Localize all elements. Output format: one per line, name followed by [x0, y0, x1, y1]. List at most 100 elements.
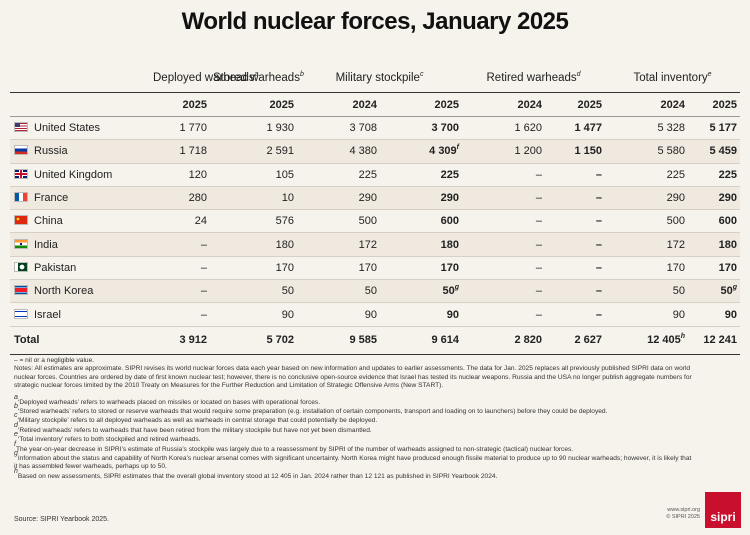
value-cell: – [545, 163, 606, 187]
country-row: India –180 172 180– –172 180 [10, 232, 741, 257]
value-cell: 3 708 [297, 116, 380, 141]
source: Source: SIPRI Yearbook 2025. [14, 516, 109, 523]
value-cell: 12 241 [688, 325, 741, 355]
value-cell: 90 [297, 302, 380, 327]
value-cell: 170 [688, 256, 741, 281]
country-row: Pakistan –170 170 170– –170 170 [10, 256, 741, 281]
country-cell: France [10, 186, 150, 211]
flag [14, 308, 28, 319]
value-cell: 500 [297, 209, 380, 234]
group-header: Stored warheadsb [210, 64, 304, 93]
value-cell: 225 [380, 163, 463, 187]
value-cell: 4 309f [380, 139, 463, 164]
nuclear-forces-table: Deployed warheadsa Stored warheadsb Milita… [10, 64, 741, 355]
value-cell: – [462, 256, 546, 281]
footnote-mark: b [14, 403, 18, 411]
footnote-ref: f [456, 144, 460, 152]
corner [10, 92, 150, 117]
value-cell: 9 614 [380, 325, 463, 355]
flag [14, 215, 28, 226]
value-cell: – [545, 232, 606, 257]
country-name: United States [34, 122, 101, 135]
value-cell: 576 [210, 209, 297, 234]
value-cell: 225 [688, 163, 741, 187]
footnote: d‘Retired warheads’ refers to warheads t… [14, 422, 694, 435]
value-cell: 3 912 [150, 325, 210, 355]
footnote: fThe year-on-year decrease in SIPRI’s es… [14, 441, 694, 454]
country-name: United Kingdom [34, 168, 113, 181]
country-row: China 24 576 500 600– –500 600 [10, 209, 741, 234]
value-cell: 170 [605, 256, 689, 281]
value-cell: 2 820 [462, 325, 546, 355]
footnote-ref: h [680, 333, 686, 341]
country-name: Russia [34, 145, 68, 158]
footnote-mark: f [14, 440, 16, 448]
title: World nuclear forces, January 2025 [181, 8, 569, 35]
value-cell: 290 [688, 186, 741, 211]
footnote-mark: a [14, 393, 18, 401]
footnote-text: Based on new assessments, SIPRI estimate… [17, 472, 498, 480]
value-cell: 225 [297, 163, 380, 187]
group-header: Total inventorye [605, 64, 741, 93]
country-cell: Israel [10, 302, 150, 327]
country-row: United States 1 770 1 930 3 708 3 700 1 620 1 … [10, 116, 741, 141]
group-label: Military stockpile [335, 72, 420, 84]
footnote-text: ‘Retired warheads’ refers to warheads th… [17, 426, 372, 434]
footnote: c‘Military stockpile’ refers to all depl… [14, 412, 694, 425]
footnote: hBased on new assessments, SIPRI estimat… [14, 468, 694, 481]
value-cell: – [462, 302, 546, 327]
value-cell: – [462, 232, 546, 257]
footnote-ref: g [454, 284, 460, 292]
value-cell: 500 [605, 209, 689, 234]
flag [14, 168, 28, 179]
footnote-ref: b [299, 71, 304, 78]
value-cell: 50 [605, 279, 689, 304]
group-header: Military stockpilec [297, 64, 463, 93]
value-cell: 90 [688, 302, 741, 327]
value-cell: 50 [297, 279, 380, 304]
footnote-ref: e [707, 71, 712, 78]
value-cell: 50 [210, 279, 297, 304]
flag [14, 145, 28, 156]
group-header: Deployed warheadsa [150, 64, 259, 93]
country-name: India [34, 238, 58, 251]
total-label: Total [10, 325, 150, 355]
value-cell: 5 328 [605, 116, 689, 141]
value-cell: 5 459 [688, 139, 741, 164]
footnote-mark: h [14, 467, 18, 475]
logo: sipri [705, 492, 741, 528]
value-cell: 10 [210, 186, 297, 211]
corner [10, 64, 150, 93]
value-cell: 5 177 [688, 116, 741, 141]
country-row: Russia 1 718 2 591 4 380 4 309f 1 200 1 150 5 5… [10, 139, 741, 164]
value-cell: 290 [297, 186, 380, 211]
value-cell: – [545, 186, 606, 211]
footnote-text: ‘Military stockpile’ refers to all deplo… [17, 417, 378, 425]
footnote-text: ‘Stored warheads’ refers to stored or re… [17, 408, 608, 416]
value-cell: 170 [297, 256, 380, 281]
value: 12 405 [647, 334, 681, 347]
country-row: North Korea –50 50 50g – –50 50g [10, 279, 741, 304]
country-name: North Korea [34, 285, 94, 298]
value-cell: 24 [150, 209, 210, 234]
value-cell: – [545, 279, 606, 304]
year-header: 2025 [688, 92, 741, 117]
year-header: 2025 [210, 92, 297, 117]
footnote-text: ‘Total inventory’ refers to both stockpi… [17, 436, 201, 444]
value-cell: 1 718 [150, 139, 210, 164]
value-cell: 1 150 [545, 139, 606, 164]
footnote-ref: c [419, 71, 424, 78]
group-header-row: Deployed warheadsa Stored warheadsb Milita… [10, 64, 741, 93]
value-cell: 180 [210, 232, 297, 257]
value-cell: – [150, 232, 210, 257]
value-cell: 172 [297, 232, 380, 257]
country-cell: India [10, 232, 150, 257]
group-label: Stored warheads [213, 72, 300, 84]
country-cell: North Korea [10, 279, 150, 304]
value-cell: 170 [380, 256, 463, 281]
group-header: Retired warheadsd [462, 64, 606, 93]
footnote: a‘Deployed warheads’ refers to warheads … [14, 394, 694, 407]
value-cell: – [462, 279, 546, 304]
total-row: Total 3 912 5 702 9 585 9 614 2 820 2 627 12 40… [10, 325, 741, 355]
